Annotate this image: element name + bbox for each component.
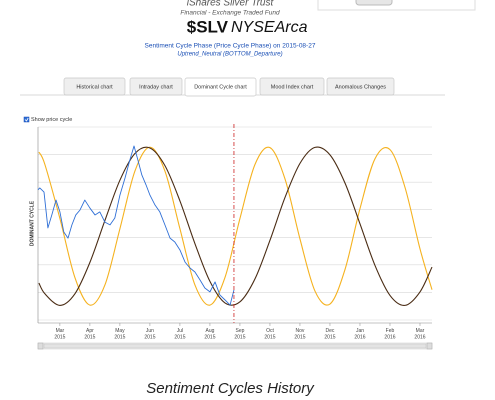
section-title: Sentiment Cycles History	[146, 380, 315, 397]
x-tick-label: May 2015	[114, 328, 125, 341]
top-button[interactable]	[355, 0, 393, 6]
scroll-right[interactable]	[426, 342, 433, 350]
tab[interactable]	[184, 77, 257, 97]
checkbox[interactable]	[23, 116, 30, 123]
tab-label[interactable]: Anomalous Changes	[335, 84, 386, 90]
tab-label[interactable]: Dominant Cycle chart	[194, 84, 247, 90]
fund-name: iShares Silver Trust	[187, 0, 275, 9]
cycle-line	[38, 146, 433, 306]
tab-label[interactable]: Historical chart	[76, 84, 113, 90]
x-tick-label: Mar 2016	[414, 328, 425, 341]
phase-link[interactable]: Sentiment Cycle Phase (Price Cycle Phase…	[145, 43, 316, 50]
scroll-thumb[interactable]	[43, 343, 427, 349]
tab[interactable]	[63, 77, 126, 96]
tab[interactable]	[259, 77, 325, 96]
x-tick-label: Feb 2016	[384, 328, 395, 341]
cycle-line	[38, 146, 433, 306]
fund-category: Financial - Exchange Traded Fund	[180, 10, 280, 17]
tab-label[interactable]: Intraday chart	[139, 84, 173, 90]
checkbox-label[interactable]: Show price cycle	[31, 117, 72, 123]
tab[interactable]	[129, 77, 183, 96]
chart: DOMINANT CYCLE Mar 2015 Apr 2015 May 2015 Jun 20…	[29, 124, 433, 341]
phase-state: Uptrend_Neutral (BOTTOM_Departure)	[177, 52, 282, 58]
check-mark	[24, 117, 29, 122]
x-tick-label: Mar 2015	[54, 328, 65, 341]
exchange: NYSEArca	[231, 19, 308, 36]
x-tick-label: Dec 2015	[324, 328, 335, 341]
x-tick-label: Jan 2016	[354, 328, 365, 341]
tab[interactable]	[326, 77, 395, 96]
x-tick-label: Sep 2015	[234, 328, 245, 341]
y-axis-label: DOMINANT CYCLE	[29, 200, 35, 246]
ticker: $SLV	[187, 17, 229, 36]
x-tick-label: Jul 2015	[174, 328, 185, 341]
x-tick-label: Nov 2015	[294, 328, 305, 341]
scroll-left[interactable]	[37, 342, 44, 350]
tab-bar: Historical chart Intraday chart Dominant C…	[63, 77, 395, 97]
tab-label[interactable]: Mood Index chart	[271, 84, 314, 90]
x-tick-label: Oct 2015	[264, 328, 275, 341]
top-panel	[317, 0, 476, 11]
cycle-line	[37, 145, 235, 306]
x-tick-label: Jun 2015	[144, 328, 155, 341]
x-tick-label: Apr 2015	[84, 328, 95, 341]
x-tick-label: Aug 2015	[204, 328, 215, 341]
